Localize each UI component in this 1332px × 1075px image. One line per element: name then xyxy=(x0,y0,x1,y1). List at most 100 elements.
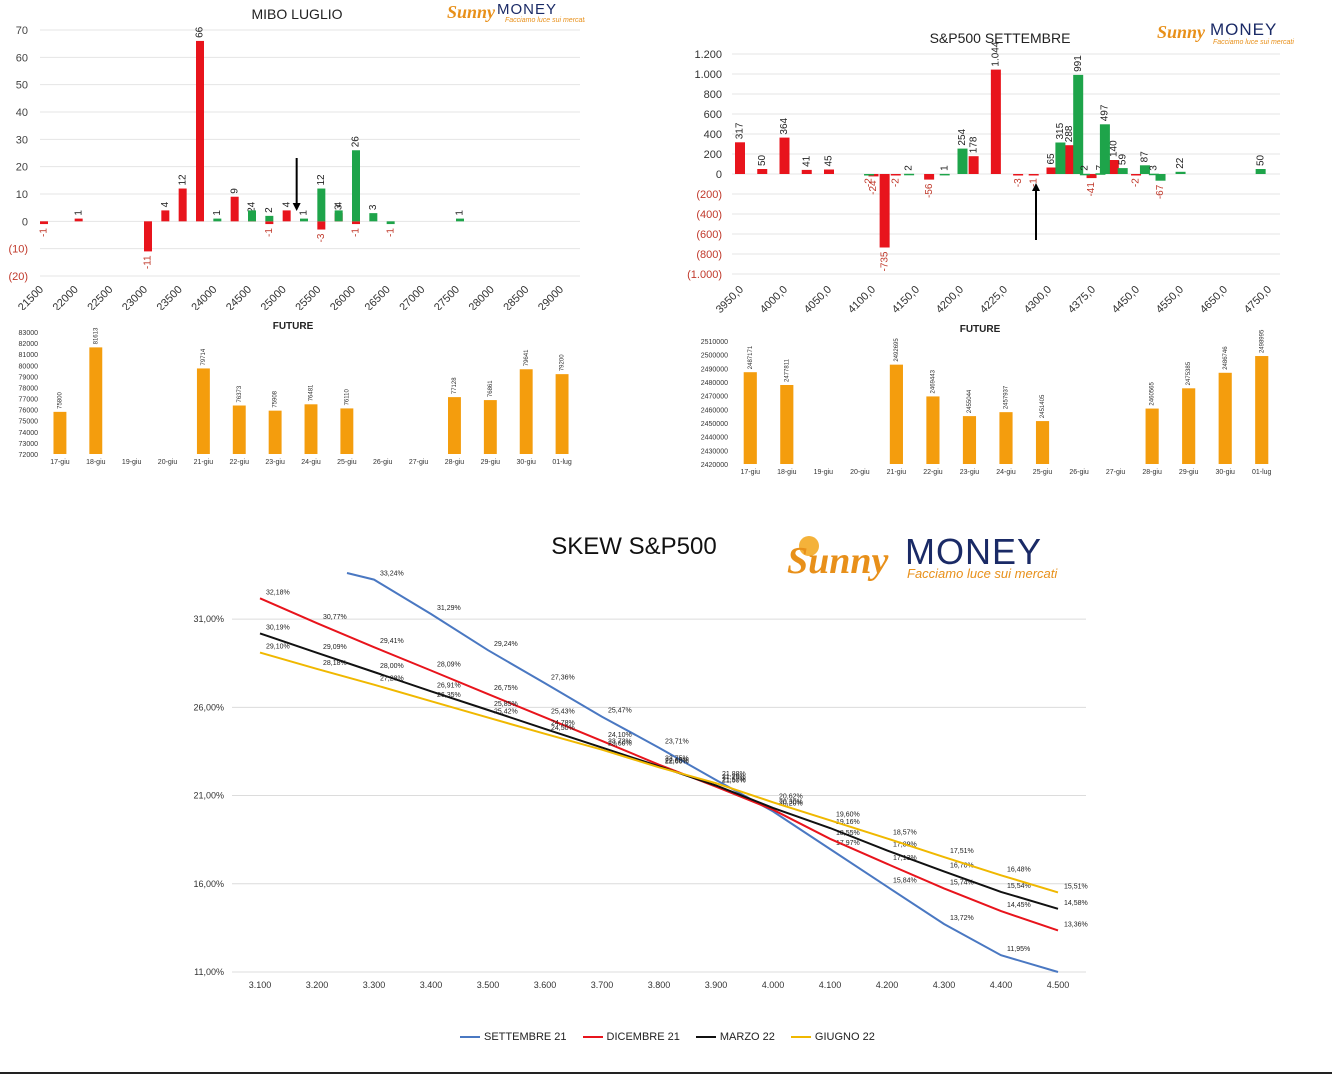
bar xyxy=(999,412,1013,464)
y-tick-label: (800) xyxy=(696,249,722,261)
data-label: -24 xyxy=(868,180,879,195)
data-label: 1 xyxy=(455,210,466,216)
x-tick-label: 23-giu xyxy=(265,459,285,466)
data-label: 25,42% xyxy=(494,709,518,716)
x-tick-label: 4300,0 xyxy=(1022,284,1054,315)
bar xyxy=(1255,356,1269,464)
data-label: 81613 xyxy=(93,327,99,344)
data-label: -3 xyxy=(316,233,327,242)
x-tick-label: 20-giu xyxy=(850,469,870,476)
x-tick-label: 3.200 xyxy=(306,980,329,990)
x-tick-label: 4100,0 xyxy=(846,284,878,315)
bar xyxy=(735,142,745,174)
bar xyxy=(369,213,378,222)
mibo-future-chart: FUTURE 83000 82000 81000 80000 79000 78000 7700… xyxy=(19,321,572,466)
bar xyxy=(304,404,318,454)
chart-title: FUTURE xyxy=(273,321,314,332)
x-tick-label: 24000 xyxy=(189,284,219,310)
x-tick-label: 4.000 xyxy=(762,980,785,990)
data-label: 19,60% xyxy=(836,811,860,818)
data-label: 1 xyxy=(212,210,223,216)
data-label: 29,10% xyxy=(266,644,290,651)
y-tick-label: 11,00% xyxy=(194,967,224,977)
chart-title: S&P500 SETTEMBRE xyxy=(930,30,1071,46)
y-tick-label: 2480000 xyxy=(701,380,728,387)
data-label: 21,50% xyxy=(722,778,746,785)
data-label: 315 xyxy=(1055,122,1066,139)
data-label: 25,85% xyxy=(494,701,518,708)
data-label: 991 xyxy=(1073,55,1084,72)
x-tick-label: 22-giu xyxy=(923,469,943,476)
data-label: 24,78% xyxy=(551,720,575,727)
bottom-divider xyxy=(0,1072,1332,1074)
chart-title: FUTURE xyxy=(960,324,1001,335)
x-tick-label: 24-giu xyxy=(996,469,1016,476)
data-label: 23,71% xyxy=(665,739,689,746)
x-tick-label: 4150,0 xyxy=(890,284,922,315)
data-label: -1 xyxy=(264,228,275,237)
bar xyxy=(1099,124,1110,174)
y-tick-label: (400) xyxy=(696,209,722,221)
data-label: 27,28% xyxy=(380,676,404,683)
data-label: 14,58% xyxy=(1064,900,1088,907)
y-tick-label: (200) xyxy=(696,189,722,201)
bar xyxy=(962,416,977,464)
y-tick-label: 80000 xyxy=(19,363,39,370)
data-label: 2487171 xyxy=(748,345,754,369)
data-label: 18,57% xyxy=(893,829,917,836)
data-label: 2486746 xyxy=(1223,346,1229,370)
data-label: 29,09% xyxy=(323,644,347,651)
x-tick-label: 23500 xyxy=(155,284,185,310)
data-label: 65 xyxy=(1046,153,1057,165)
x-tick-label: 18-giu xyxy=(86,459,106,466)
x-tick-label: 21-giu xyxy=(887,469,907,476)
y-tick-label: (10) xyxy=(8,244,28,256)
x-tick-label: 25-giu xyxy=(337,459,357,466)
x-tick-label: 27500 xyxy=(432,284,462,310)
data-label: 2 xyxy=(904,165,915,171)
data-label: -1 xyxy=(351,228,362,237)
bar xyxy=(230,196,239,222)
bar xyxy=(340,408,354,454)
x-tick-label: 18-giu xyxy=(777,469,797,476)
x-tick-label: 20-giu xyxy=(158,459,178,466)
logo-top-right: Sunny MONEY Facciamo luce sui mercati xyxy=(1157,20,1294,46)
bar xyxy=(1073,74,1084,174)
x-tick-label: 4550,0 xyxy=(1154,284,1186,315)
data-label: 12 xyxy=(177,174,188,186)
y-tick-label: 79000 xyxy=(19,374,39,381)
data-label: 2 xyxy=(264,207,275,213)
spx-future-chart: FUTURE 2510000 2500000 2490000 2480000 247000… xyxy=(701,324,1272,476)
y-tick-label: 31,00% xyxy=(193,614,224,624)
arrow-head xyxy=(1032,183,1040,191)
x-tick-label: 21500 xyxy=(16,284,46,310)
data-label: 11,95% xyxy=(1007,946,1030,953)
bar xyxy=(1155,174,1166,181)
data-label: -1 xyxy=(39,228,50,237)
series-line xyxy=(346,572,1059,973)
data-label: 140 xyxy=(1108,140,1119,157)
skew-chart: SKEW S&P500 11,00% 16,00% 21,00% 26,00% 31,00… xyxy=(193,533,1088,990)
data-label: 1 xyxy=(299,210,310,216)
bar xyxy=(196,40,204,222)
bar xyxy=(968,156,979,174)
data-label: 15,51% xyxy=(1064,883,1088,890)
legend-label: DICEMBRE 21 xyxy=(606,1031,680,1043)
y-tick-label: 76000 xyxy=(19,408,39,415)
x-tick-label: 25500 xyxy=(293,284,323,310)
data-label: 22,75% xyxy=(665,756,689,763)
data-label: 28,09% xyxy=(437,661,461,668)
data-label: -2 xyxy=(890,178,901,187)
data-label: 76861 xyxy=(488,380,494,397)
y-tick-label: 2460000 xyxy=(701,407,728,414)
x-tick-label: 4375,0 xyxy=(1066,284,1098,315)
data-label: 26,35% xyxy=(437,692,461,699)
bar xyxy=(483,400,497,454)
x-tick-label: 01-lug xyxy=(1252,469,1272,476)
y-tick-label: 73000 xyxy=(19,441,39,448)
bar xyxy=(1079,173,1090,176)
arrow-head xyxy=(292,203,301,211)
data-label: 26,91% xyxy=(437,682,461,689)
data-label: 2469443 xyxy=(931,369,937,393)
y-tick-label: 600 xyxy=(704,109,722,121)
